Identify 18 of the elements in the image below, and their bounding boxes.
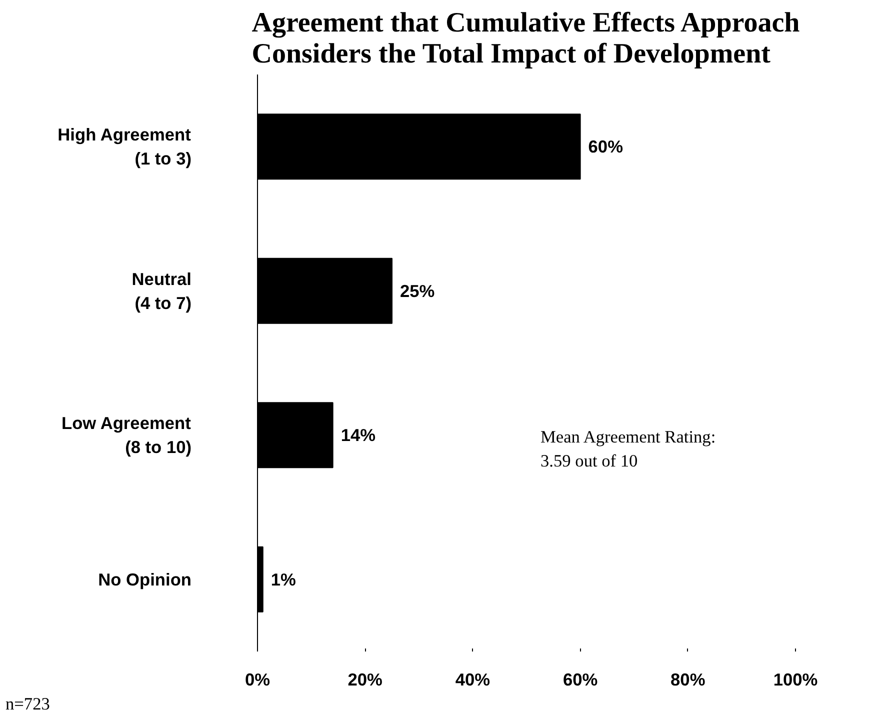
data-label: 60% (588, 136, 623, 157)
y-tick-label: No Opinion (98, 569, 192, 590)
data-label: 25% (400, 280, 435, 301)
y-tick-label: Low Agreement (8 to 10) (62, 413, 192, 458)
y-tick-label: High Agreement (1 to 3) (58, 124, 192, 169)
annotation: 3.59 out of 10 (540, 452, 638, 470)
x-tick-label: 0% (244, 670, 270, 690)
data-label: 14% (340, 425, 376, 446)
x-tick-label: 60% (562, 670, 598, 690)
chart-title: Agreement that Cumulative Effects Approach Considers the Total Impact of Development (252, 8, 800, 70)
text: n=723 (6, 694, 50, 713)
x-tick-label: 40% (455, 670, 490, 690)
x-tick-label: 100% (773, 670, 818, 690)
annotation: Mean Agreement Rating: (540, 428, 716, 446)
x-tick-label: 80% (670, 670, 706, 690)
x-tick-label: 20% (348, 670, 382, 690)
data-label: 1% (270, 569, 296, 590)
y-tick-label: Neutral (4 to 7) (132, 268, 192, 313)
